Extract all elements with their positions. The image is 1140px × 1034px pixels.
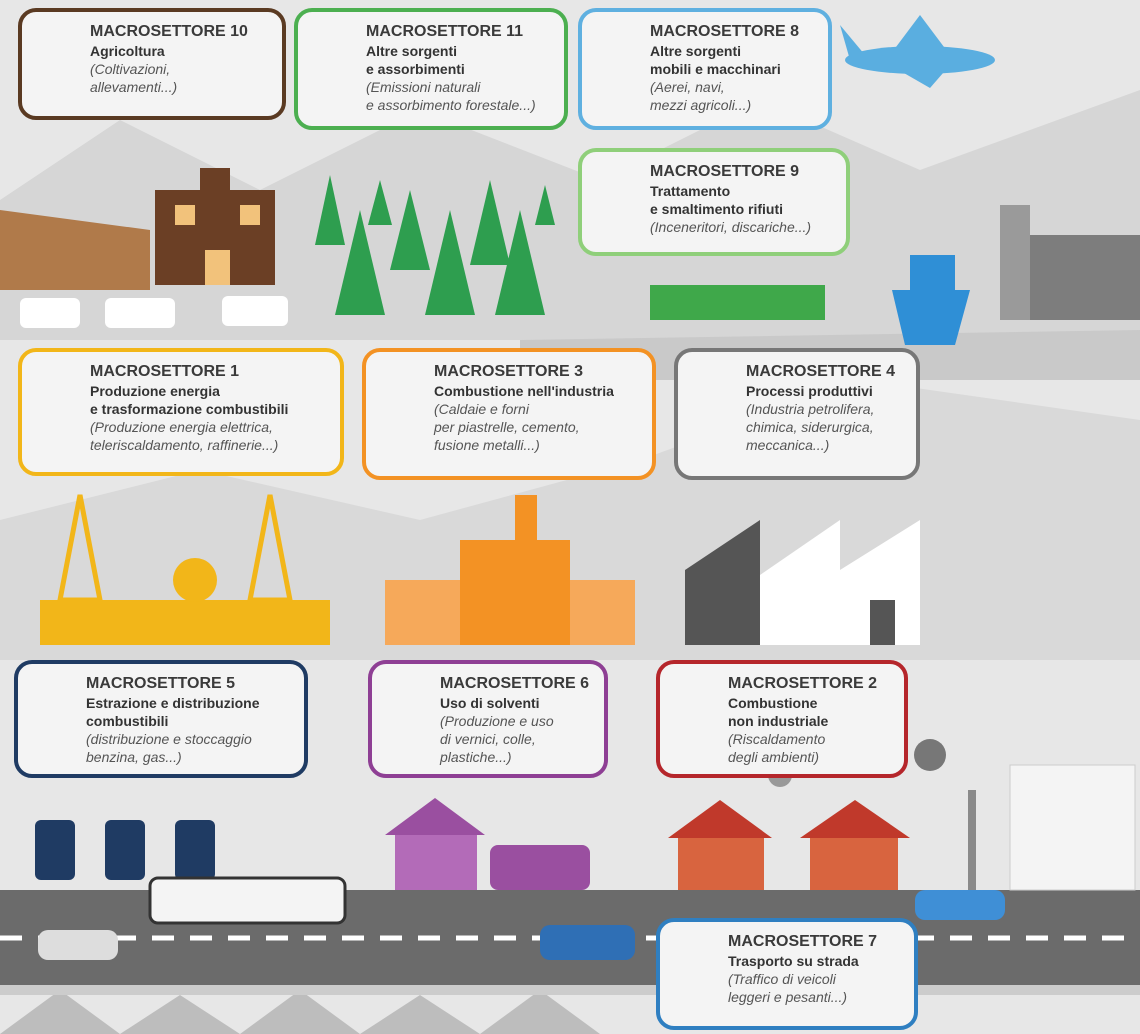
sector-box: MACROSETTORE 8 Altre sorgenti mobili e mac… (578, 8, 832, 130)
sector-detail: (Inceneritori, discariche...) (650, 219, 812, 235)
plane (840, 15, 995, 88)
sector-title: MACROSETTORE 8 (650, 23, 800, 40)
fuel-station (35, 820, 215, 880)
sector-box: MACROSETTORE 6 Uso di solventi (Produzione… (368, 660, 608, 778)
sector-name: Trasporto su strada (728, 953, 859, 969)
sector-name: Combustione nell'industria (434, 383, 614, 399)
sector-detail: (Produzione e uso (440, 713, 554, 729)
sector-name: Altre sorgenti (650, 43, 742, 59)
sector-box: MACROSETTORE 9 Trattamento e smaltimento r… (578, 148, 850, 256)
ship-city (892, 205, 1140, 345)
sector-name: Altre sorgenti (366, 43, 458, 59)
sector-name: Processi produttivi (746, 383, 873, 399)
sector-detail: di vernici, colle, (440, 731, 536, 747)
sector-detail: per piastrelle, cemento, (434, 419, 580, 435)
sector-title: MACROSETTORE 3 (434, 363, 584, 380)
sector-detail: teleriscaldamento, raffinerie...) (90, 437, 279, 453)
farm (0, 168, 288, 328)
sector-box: MACROSETTORE 10 Agricoltura (Coltivazioni,… (18, 8, 286, 120)
sector-title: MACROSETTORE 4 (746, 363, 896, 380)
sector-box: MACROSETTORE 7 Trasporto su strada (Traffi… (656, 918, 918, 1030)
sector-detail: (Traffico di veicoli (728, 971, 836, 987)
sector-detail: (Produzione energia elettrica, (90, 419, 273, 435)
sector-detail: mezzi agricoli...) (650, 97, 752, 113)
sector-detail: leggeri e pesanti...) (728, 989, 848, 1005)
sector-name: mobili e macchinari (650, 61, 781, 77)
power-plant (40, 494, 330, 645)
sector-detail: chimica, siderurgica, (746, 419, 874, 435)
sector-box: MACROSETTORE 3 Combustione nell'industria… (362, 348, 656, 480)
sector-name: non industriale (728, 713, 829, 729)
landfill (650, 285, 825, 320)
sector-detail: (Emissioni naturali (366, 79, 481, 95)
sector-detail: benzina, gas...) (86, 749, 182, 765)
sector-detail: allevamenti...) (90, 79, 178, 95)
sector-detail: degli ambienti) (728, 749, 820, 765)
factory (385, 495, 635, 645)
sector-detail: meccanica...) (746, 437, 830, 453)
houses (385, 739, 1136, 891)
sector-title: MACROSETTORE 9 (650, 163, 800, 180)
sector-detail: (distribuzione e stoccaggio (86, 731, 252, 747)
sector-box: MACROSETTORE 11 Altre sorgenti e assorbime… (294, 8, 568, 130)
sector-title: MACROSETTORE 1 (90, 363, 240, 380)
sector-name: Agricoltura (90, 43, 165, 59)
sector-box: MACROSETTORE 4 Processi produttivi (Indust… (674, 348, 920, 480)
sector-name: combustibili (86, 713, 169, 729)
sector-title: MACROSETTORE 11 (366, 23, 524, 40)
forest (315, 175, 555, 315)
sector-detail: (Riscaldamento (728, 731, 826, 747)
sector-box: MACROSETTORE 5 Estrazione e distribuzione… (14, 660, 308, 778)
sector-name: Estrazione e distribuzione (86, 695, 260, 711)
sector-name: e trasformazione combustibili (90, 401, 289, 417)
sector-title: MACROSETTORE 7 (728, 933, 878, 950)
sector-name: e assorbimenti (366, 61, 465, 77)
sector-detail: fusione metalli...) (434, 437, 540, 453)
sector-name: Trattamento (650, 183, 731, 199)
sector-detail: plastiche...) (440, 749, 512, 765)
sector-title: MACROSETTORE 10 (90, 23, 248, 40)
sector-box: MACROSETTORE 2 Combustione non industriale… (656, 660, 908, 778)
sector-title: MACROSETTORE 6 (440, 675, 590, 692)
industry (685, 520, 920, 645)
sector-name: Uso di solventi (440, 695, 540, 711)
sector-name: Combustione (728, 695, 818, 711)
sector-detail: (Aerei, navi, (650, 79, 725, 95)
sector-detail: (Industria petrolifera, (746, 401, 875, 417)
vehicles (38, 845, 1005, 960)
sector-box: MACROSETTORE 1 Produzione energia e trasfo… (18, 348, 344, 476)
sector-name: e smaltimento rifiuti (650, 201, 784, 217)
sector-detail: e assorbimento forestale...) (366, 97, 536, 113)
sector-detail: (Caldaie e forni (434, 401, 529, 417)
sector-detail: (Coltivazioni, (90, 61, 171, 77)
sector-name: Produzione energia (90, 383, 220, 399)
sector-title: MACROSETTORE 2 (728, 675, 878, 692)
sector-title: MACROSETTORE 5 (86, 675, 236, 692)
